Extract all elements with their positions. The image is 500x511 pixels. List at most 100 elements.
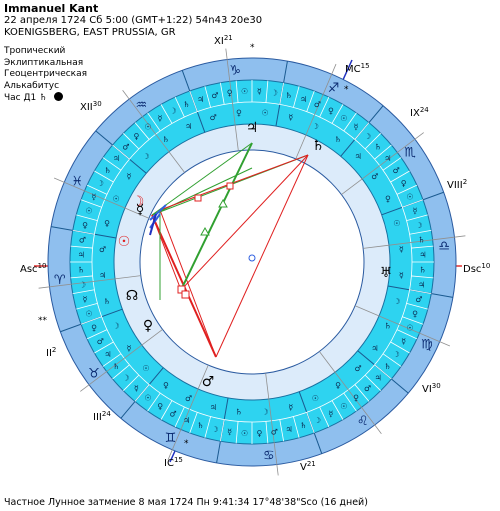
saturn-icon: ♄ [113, 362, 120, 371]
degree-tick [319, 96, 330, 118]
moon-icon: ☽ [271, 88, 278, 97]
degree-tick [406, 214, 428, 221]
sun-icon: ☉ [340, 114, 347, 123]
birth-datetime-coords: 22 апреля 1724 Сб 5:00 (GMT+1:22) 54n43 … [4, 15, 263, 26]
aspect-line [149, 204, 167, 221]
venus-icon: ♀ [257, 429, 263, 438]
mercury-icon: ☿ [413, 207, 418, 216]
degree-tick [265, 421, 269, 444]
degree-tick [411, 275, 434, 279]
degree-tick [160, 104, 173, 124]
venus-icon: ♀ [236, 109, 242, 118]
aspect-circle [139, 149, 365, 375]
mercury-icon: ☿ [288, 403, 293, 412]
mercury-icon: ☿ [288, 113, 293, 122]
mercury-icon: ☿ [399, 245, 404, 254]
chart-header: Immanuel Kant 22 апреля 1724 Сб 5:00 (GM… [4, 2, 304, 39]
degree-tick [374, 144, 392, 160]
sun-icon: ☉ [312, 394, 319, 403]
house-cusp [122, 90, 185, 173]
mercury-icon: ☿ [227, 428, 232, 437]
degree-tick [235, 80, 239, 103]
degree-tick [411, 245, 434, 249]
mars-icon: ♂ [211, 91, 218, 100]
moon-icon: ☽ [261, 407, 268, 416]
house-cusp [319, 351, 382, 434]
degree-tick [189, 412, 198, 434]
star-marker: * [184, 439, 189, 449]
saturn-icon: ♄ [235, 407, 242, 416]
degree-tick [80, 199, 102, 208]
degree-tick [396, 329, 418, 340]
aspect-marker [200, 226, 210, 236]
sun-icon: ☉ [340, 402, 347, 411]
degree-tick [390, 341, 410, 354]
pisces-icon: ♓ [71, 174, 83, 189]
mars-icon: ♂ [99, 245, 106, 254]
house-cusp [225, 48, 239, 151]
mars-icon: ♂ [169, 410, 176, 419]
planetary-hour-label: Час Д1 [4, 93, 37, 103]
degree-tick [147, 112, 161, 132]
degree-tick [86, 184, 108, 195]
degree-tick [293, 86, 300, 108]
jupiter-icon: ♃ [104, 350, 111, 359]
star-marker: ** [38, 316, 48, 326]
jupiter-icon: ♃ [197, 95, 204, 104]
moon-icon: ☽ [112, 321, 119, 330]
moon-icon: ☽ [393, 297, 400, 306]
degree-tick [204, 86, 211, 108]
degree-tick [204, 416, 211, 438]
saturn-icon: ♄ [418, 236, 425, 245]
sun-icon: ☉ [406, 193, 413, 202]
cancer-icon: ♋ [263, 448, 275, 463]
house-label-mc: MC15 [345, 62, 370, 75]
jupiter-icon: ♃ [374, 374, 381, 383]
jupiter-icon: ♃ [183, 416, 190, 425]
saturn-icon: ♄ [334, 135, 341, 144]
saturn-glyph: ♄ [312, 138, 325, 154]
degree-tick [70, 245, 93, 249]
venus-glyph: ♀ [143, 318, 153, 334]
jupiter-icon: ♃ [419, 251, 426, 260]
planetary-hour: Час Д1 ♄ [4, 92, 87, 105]
venus-icon: ♀ [91, 323, 97, 332]
mercury-glyph: ☿ [136, 202, 145, 218]
aspect-line [215, 154, 309, 358]
degree-tick [364, 374, 381, 391]
degree-tick [406, 303, 428, 310]
house-label-dsc: Dsc10 [463, 262, 490, 275]
star-marker: * [344, 85, 349, 95]
mars-glyph: ♂ [202, 374, 215, 390]
degree-tick [72, 289, 95, 294]
house-cusp [38, 275, 141, 289]
moon-icon: ☽ [79, 280, 86, 289]
house-cusp [53, 177, 150, 219]
mercury-icon: ☿ [328, 410, 333, 419]
degree-tick [94, 170, 114, 183]
venus-icon: ♀ [353, 394, 359, 403]
moon-icon: ☽ [314, 416, 321, 425]
house-label-ic: IC15 [164, 456, 183, 469]
jupiter-icon: ♃ [371, 344, 378, 353]
aspect-line [151, 142, 253, 216]
coordinate-system: Эклиптикальная [4, 57, 84, 68]
mercury-icon: ☿ [354, 122, 359, 131]
degree-tick [160, 400, 173, 420]
mercury-icon: ☿ [83, 295, 88, 304]
degree-tick [402, 316, 424, 325]
degree-tick [331, 400, 344, 420]
degree-tick [123, 374, 140, 391]
mercury-icon: ☿ [127, 344, 132, 353]
saturn-icon: ♄ [285, 91, 292, 100]
degree-tick [265, 80, 269, 103]
house-label-asc: Asc10 [20, 262, 46, 275]
degree-ticks [51, 61, 453, 463]
degree-tick [382, 353, 402, 367]
mars-icon: ♂ [79, 236, 86, 245]
mars-icon: ♂ [122, 142, 129, 151]
sun-icon: ☉ [112, 195, 119, 204]
mercury-icon: ☿ [92, 193, 97, 202]
cyan-subring [91, 101, 413, 423]
aspect-line [159, 209, 217, 358]
